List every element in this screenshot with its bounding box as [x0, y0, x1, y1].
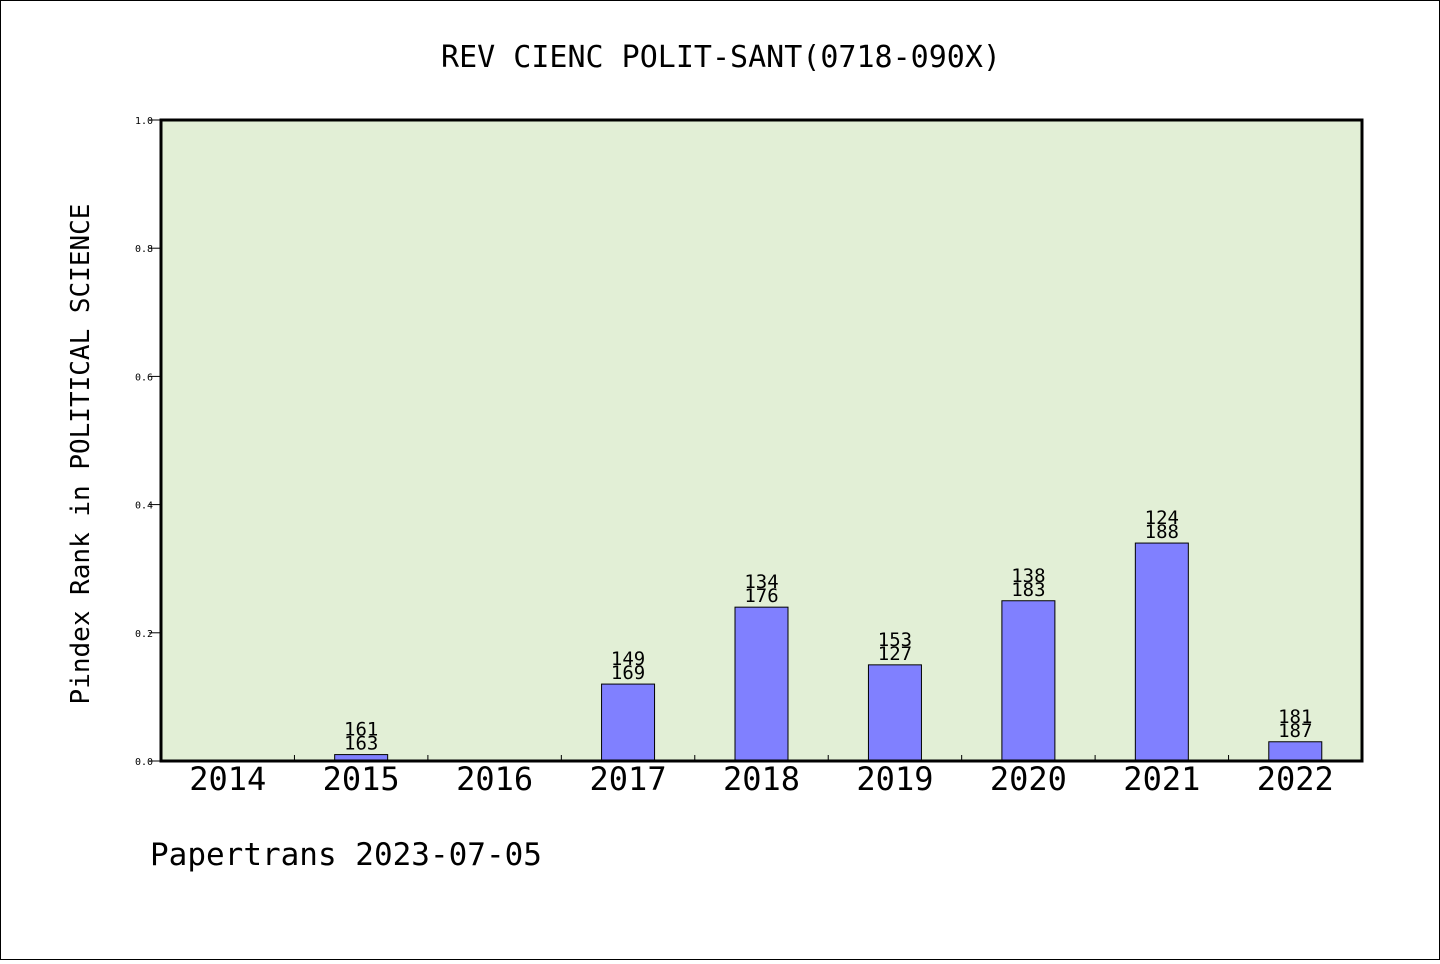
- data-label-lower: 163: [344, 733, 378, 755]
- x-tick-label: 2022: [1257, 760, 1334, 798]
- y-tick-label: 0.6: [135, 372, 153, 383]
- plot-border: [159, 118, 1364, 763]
- data-label-lower: 127: [878, 643, 912, 665]
- x-tick-label: 2018: [723, 760, 800, 798]
- chart-title: REV CIENC POLIT-SANT(0718-090X): [441, 40, 1001, 75]
- bar-2017: [601, 683, 656, 762]
- x-tick-label: 2014: [189, 760, 266, 798]
- x-tick-label: 2016: [456, 760, 533, 798]
- bars-group: [334, 542, 1323, 762]
- footer-credit: Papertrans 2023-07-05: [150, 837, 542, 873]
- x-tick-label: 2021: [1123, 760, 1200, 798]
- x-axis: 2014 2015 2016 2017 2018 2019 2020 2021 2022: [189, 755, 1334, 798]
- x-tick-label: 2017: [590, 760, 667, 798]
- y-tick-label: 0.2: [135, 629, 153, 640]
- x-tick-label: 2019: [856, 760, 933, 798]
- y-axis-label: Pindex Rank in POLITICAL SCIENCE: [66, 204, 96, 705]
- x-tick-label: 2020: [990, 760, 1067, 798]
- data-label-lower: 176: [744, 585, 778, 607]
- data-label-upper: 149: [611, 648, 645, 670]
- x-tick-label: 2015: [323, 760, 400, 798]
- data-label-upper: 181: [1278, 706, 1312, 728]
- y-tick-label: 0.0: [135, 757, 153, 768]
- bar-2021: [1134, 542, 1189, 762]
- data-label-upper: 153: [878, 629, 912, 651]
- y-tick-label: 0.4: [135, 501, 153, 512]
- data-label-upper: 138: [1011, 565, 1045, 587]
- bar-2018: [734, 606, 789, 762]
- y-axis: 0.0 0.2 0.4 0.6 0.8 1.0: [135, 116, 161, 768]
- data-label-upper: 134: [744, 571, 778, 593]
- bar-2022: [1268, 741, 1323, 762]
- data-label-lower: 188: [1145, 521, 1179, 543]
- data-label-lower: 183: [1011, 579, 1045, 601]
- data-label-upper: 124: [1145, 507, 1179, 529]
- bar-2020: [1001, 600, 1056, 762]
- y-tick-label: 1.0: [135, 116, 153, 127]
- y-tick-label: 0.8: [135, 244, 153, 255]
- data-label-lower: 169: [611, 662, 645, 684]
- bar-2019: [867, 664, 922, 762]
- data-label-lower: 187: [1278, 720, 1312, 742]
- data-label-upper: 161: [344, 719, 378, 741]
